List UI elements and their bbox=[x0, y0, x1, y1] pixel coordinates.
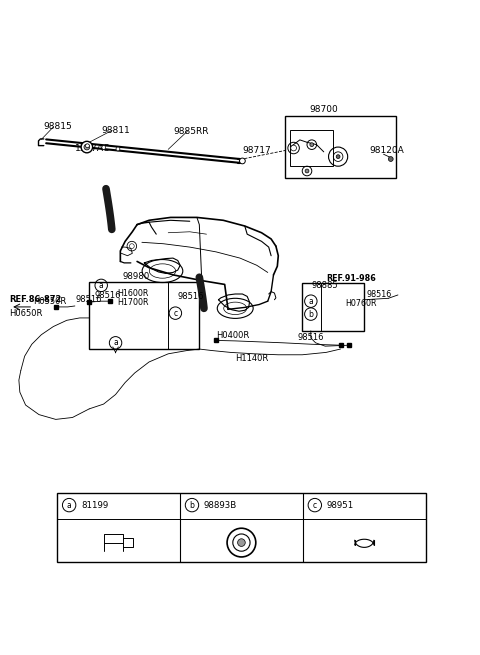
Text: 98516: 98516 bbox=[94, 291, 120, 301]
Text: 1327AC: 1327AC bbox=[75, 144, 110, 153]
Circle shape bbox=[240, 158, 245, 164]
Text: 98980: 98980 bbox=[123, 272, 150, 281]
Text: c: c bbox=[313, 500, 317, 510]
Text: c: c bbox=[173, 309, 178, 318]
Circle shape bbox=[305, 169, 309, 173]
Text: 98516: 98516 bbox=[178, 292, 204, 301]
Text: H0550R: H0550R bbox=[33, 297, 67, 306]
Circle shape bbox=[336, 155, 340, 159]
Circle shape bbox=[291, 145, 297, 151]
Text: a: a bbox=[113, 339, 118, 347]
Circle shape bbox=[102, 145, 106, 149]
Text: a: a bbox=[309, 297, 313, 306]
Text: 81199: 81199 bbox=[81, 500, 108, 510]
Text: b: b bbox=[190, 500, 194, 510]
Text: 98516: 98516 bbox=[76, 295, 102, 304]
Text: a: a bbox=[99, 281, 104, 290]
Text: 9885RR: 9885RR bbox=[173, 127, 208, 136]
Text: 98893B: 98893B bbox=[204, 500, 237, 510]
Circle shape bbox=[388, 157, 393, 161]
Circle shape bbox=[84, 144, 90, 150]
Circle shape bbox=[81, 141, 93, 153]
Circle shape bbox=[238, 539, 245, 546]
Text: 98885: 98885 bbox=[312, 281, 338, 290]
Text: 98700: 98700 bbox=[310, 105, 338, 114]
Circle shape bbox=[85, 144, 89, 147]
Text: 98516: 98516 bbox=[298, 333, 324, 341]
Text: H0760R: H0760R bbox=[345, 299, 377, 308]
Circle shape bbox=[310, 143, 314, 147]
Text: H1600R: H1600R bbox=[117, 290, 148, 299]
Text: H1700R: H1700R bbox=[117, 297, 148, 307]
Text: 98717: 98717 bbox=[242, 146, 271, 155]
Text: 98120A: 98120A bbox=[369, 146, 404, 155]
Text: H0400R: H0400R bbox=[216, 331, 249, 340]
Circle shape bbox=[116, 147, 120, 151]
Text: REF.91-986: REF.91-986 bbox=[326, 274, 376, 283]
Text: a: a bbox=[67, 500, 72, 510]
Text: 98815: 98815 bbox=[44, 122, 72, 131]
Text: 98516: 98516 bbox=[367, 290, 392, 299]
Text: 98951: 98951 bbox=[327, 500, 354, 510]
Text: H1140R: H1140R bbox=[235, 354, 268, 363]
Text: REF.86-872: REF.86-872 bbox=[9, 295, 62, 304]
Text: H0650R: H0650R bbox=[9, 309, 43, 318]
Text: 98811: 98811 bbox=[101, 126, 130, 135]
Text: b: b bbox=[308, 310, 313, 318]
